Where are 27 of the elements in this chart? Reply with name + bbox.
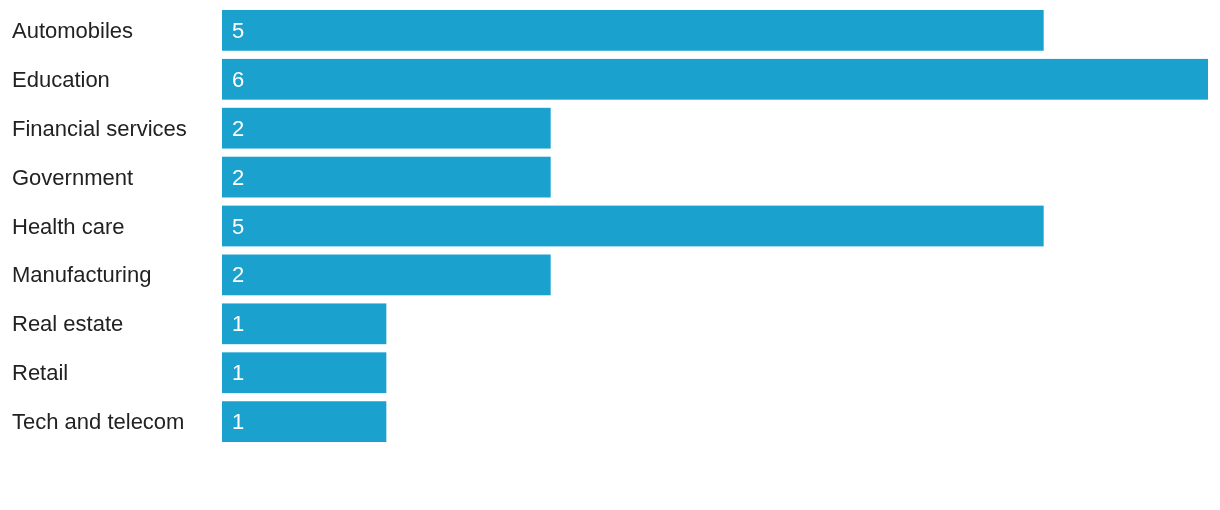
bar: [222, 401, 387, 442]
data-label: 1: [232, 311, 245, 337]
bar: [222, 107, 551, 149]
y-tick-label: Education: [12, 66, 110, 92]
y-tick-label: Retail: [12, 360, 69, 386]
data-label: 1: [232, 409, 245, 435]
bar: [222, 205, 1044, 247]
data-label: 2: [232, 115, 245, 141]
bar: [222, 156, 551, 198]
bar: [222, 352, 387, 394]
y-tick-label: Real estate: [12, 311, 124, 337]
bar: [222, 303, 387, 345]
data-label: 1: [232, 360, 245, 386]
y-tick-label: Financial services: [12, 115, 187, 141]
data-label: 2: [232, 164, 245, 190]
data-label: 5: [232, 213, 245, 239]
data-label: 2: [232, 262, 245, 288]
y-tick-label: Manufacturing: [12, 262, 152, 288]
data-label: 6: [232, 66, 245, 92]
data-label: 5: [232, 17, 245, 43]
bar: [222, 254, 551, 296]
y-tick-label: Automobiles: [12, 17, 134, 43]
bar: [222, 10, 1044, 51]
bar: [222, 58, 1208, 100]
y-tick-label: Health care: [12, 213, 125, 239]
y-tick-label: Tech and telecom: [12, 409, 185, 435]
y-tick-label: Government: [12, 164, 134, 190]
